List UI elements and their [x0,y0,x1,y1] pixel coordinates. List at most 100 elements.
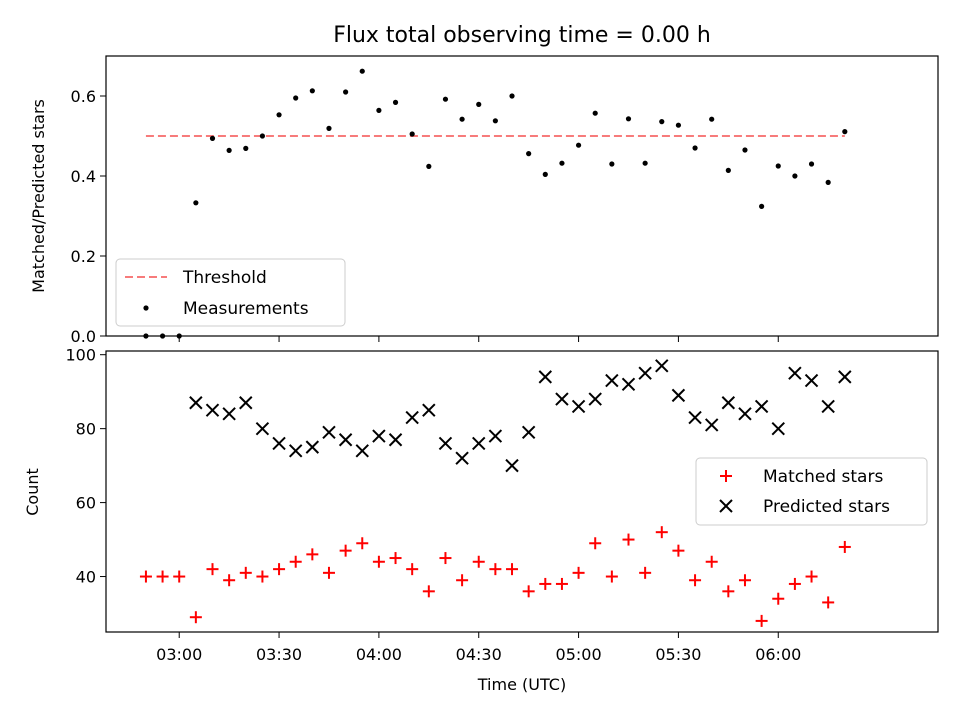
matched-legend-label: Matched stars [763,467,883,487]
cross-stroke [338,433,353,447]
cross-stroke [288,444,303,458]
matched-point [639,566,652,579]
predicted-point [222,407,236,421]
matched-point [655,526,668,539]
count-y-tick-label: 60 [76,494,96,513]
predicted-point [721,396,736,410]
matched-point [838,540,851,553]
ratio-x-axis-ticks [178,336,779,342]
measurement-point [193,200,199,206]
predicted-point [305,440,320,454]
matched-point [738,574,751,587]
cross-stroke [704,418,719,432]
matched-point [306,548,319,561]
predicted-point [239,396,253,410]
predicted-point [255,421,270,436]
matched-point [223,574,236,587]
measurement-point [675,122,682,128]
measurement-point [792,173,798,179]
measurement-point [709,116,715,122]
ratio-y-axis: 0.0 0.2 0.4 0.6 [71,87,106,346]
measurement-point [526,151,532,157]
measurement-point [575,142,582,148]
measurement-point [609,161,615,167]
measurement-point [509,93,515,99]
matched-point [439,552,452,565]
measurement-point [742,147,748,153]
count-y-axis-label: Count [23,468,42,516]
cross-stroke [405,410,419,425]
cross-stroke [571,399,586,414]
measurement-point [759,203,765,209]
matched-point [356,537,369,550]
cross-stroke [555,392,569,406]
matched-point [572,566,585,579]
ratio-y-axis-label: Matched/Predicted stars [29,99,48,293]
predicted-point [189,396,203,410]
predicted-point [838,370,852,384]
chart-title: Flux total observing time = 0.00 h [333,23,711,48]
predicted-point [621,377,636,391]
predicted-point [338,433,353,447]
measurement-point [559,160,565,166]
cross-stroke [472,436,486,451]
measurements-legend-swatch [143,305,149,311]
count-plot-area [139,359,852,627]
matched-point [489,563,502,576]
matched-legend-marker [720,470,732,482]
measurement-point [343,89,349,95]
measurement-point [293,95,299,101]
matched-point [239,566,252,579]
ratio-panel: Flux total observing time = 0.00 h 0.00.… [29,23,939,346]
predicted-point [605,373,619,388]
matched-point [605,570,618,583]
predicted-point [372,429,386,443]
cross-stroke [355,444,369,458]
measurement-point [775,163,781,169]
ratio-y-tick-label: 0.2 [71,247,96,266]
matched-point [522,585,535,598]
count-x-tick-label: 03:00 [156,645,202,664]
cross-stroke [821,399,835,414]
measurement-point [459,116,465,122]
matched-point [722,585,735,598]
count-x-tick-label: 04:30 [456,645,502,664]
measurement-point [226,147,232,153]
predicted-legend-marker [719,499,733,513]
measurement-point [842,129,848,135]
measurement-point [409,131,415,137]
cross-stroke [272,436,286,451]
measurements-legend-label: Measurements [183,299,309,319]
matched-point [539,577,552,590]
predicted-legend-swatch [719,499,733,513]
predicted-point [521,425,536,440]
measurement-point [392,99,399,105]
cross-stroke [305,440,320,454]
matched-legend-swatch [720,470,732,482]
measurement-point [659,119,665,125]
threshold-legend-label: Threshold [182,268,267,288]
measurement-point [209,135,216,141]
matched-point [822,596,835,609]
count-x-tick-label: 06:00 [755,645,801,664]
matched-point [206,563,219,576]
cross-stroke [721,396,736,410]
cross-stroke [605,373,619,388]
predicted-point [422,403,436,417]
measurement-point [808,161,815,167]
measurement-point [825,179,831,185]
cross-stroke [488,429,503,443]
matched-point [456,574,469,587]
cross-stroke [322,425,336,440]
predicted-point [571,399,586,414]
measurement-point [492,118,498,124]
measurement-point [592,110,598,116]
matched-point [506,563,519,576]
predicted-point [488,429,503,443]
predicted-point [588,392,602,406]
cross-stroke [719,499,733,513]
matched-point [372,555,385,568]
count-x-tick-label: 04:00 [356,645,402,664]
predicted-point [455,451,469,465]
